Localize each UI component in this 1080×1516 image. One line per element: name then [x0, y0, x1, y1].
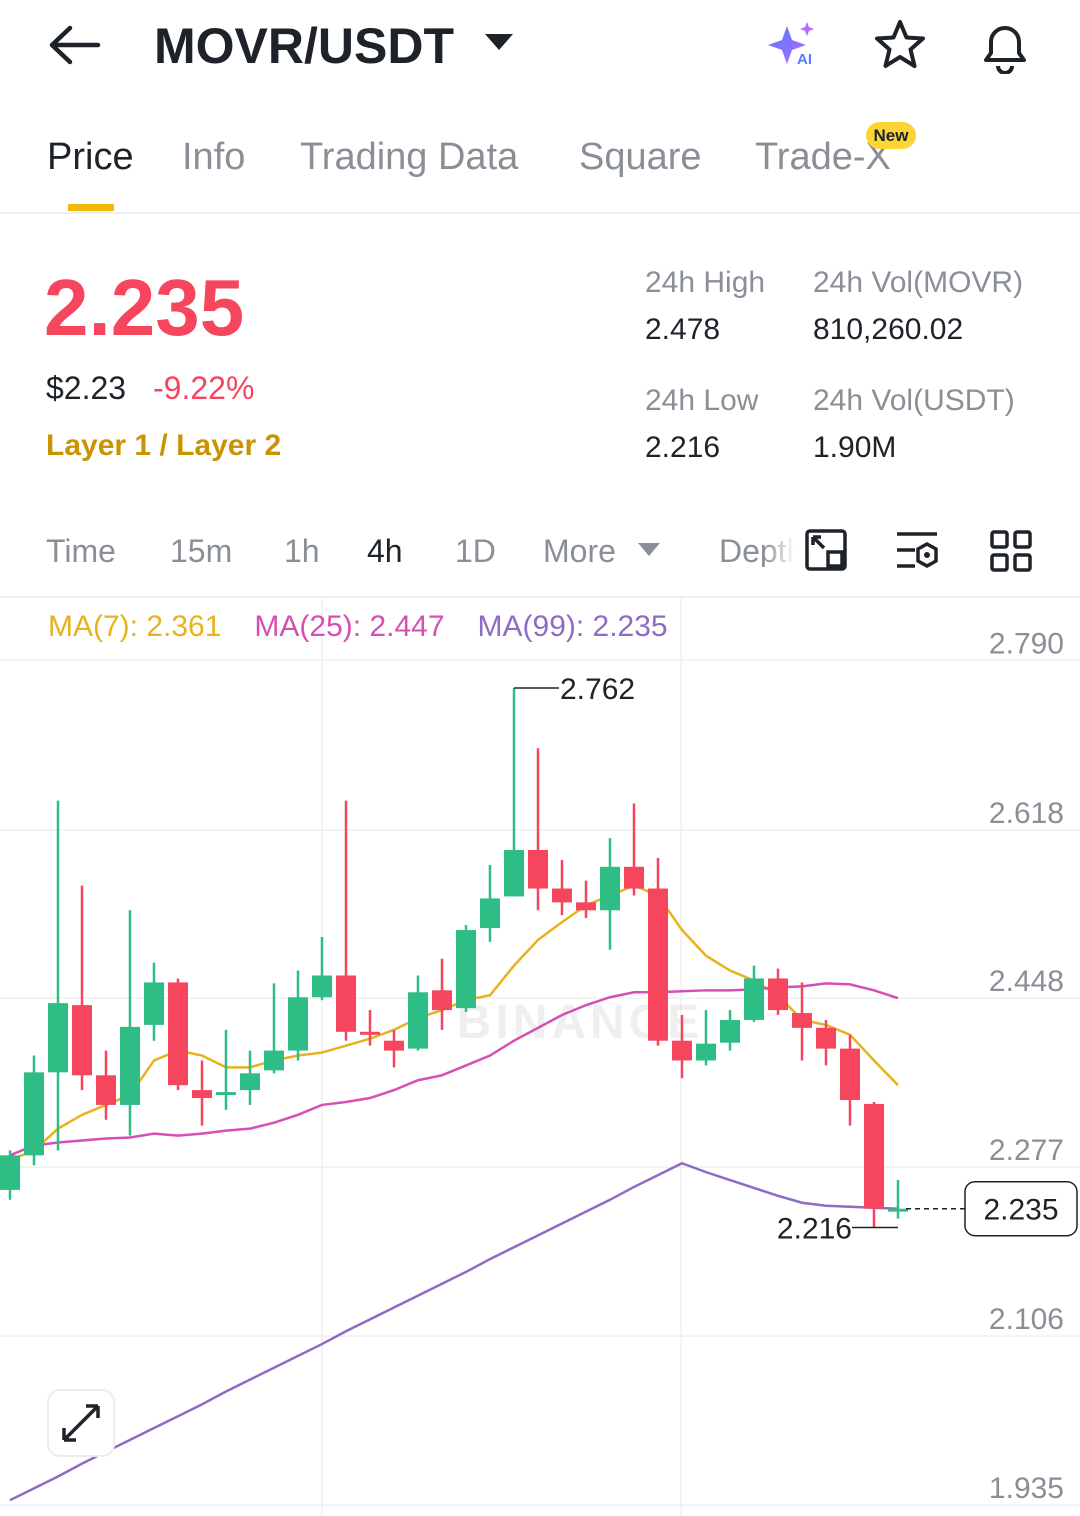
ma-line: [9, 982, 899, 1157]
stat-label: 24h Vol(MOVR): [813, 266, 1024, 299]
tab[interactable]: Square: [579, 136, 702, 178]
y-tick-label: 1.935: [989, 1472, 1064, 1505]
candle-body: [864, 1103, 884, 1209]
candle-body: [96, 1075, 116, 1105]
interval[interactable]: More: [543, 533, 616, 569]
y-tick-label: 2.618: [989, 797, 1064, 830]
candle-body: [768, 978, 788, 1011]
tab[interactable]: Trading Data: [300, 136, 519, 178]
candle-body: [696, 1043, 716, 1061]
candle-body: [648, 888, 668, 1041]
candle-body: [528, 849, 548, 889]
y-tick-label: 2.790: [989, 627, 1064, 660]
candlestick-chart: BINANCE 2.7902.6182.4482.2772.1061.935MA…: [0, 598, 1080, 1516]
legend-entry: MA(99): 2.235: [478, 610, 668, 643]
candle-body: [336, 975, 356, 1032]
price-change: -9.22%: [153, 370, 255, 406]
candle-body: [264, 1050, 284, 1071]
candle-body: [624, 866, 644, 889]
y-tick-label: 2.277: [989, 1134, 1064, 1167]
candle-body: [816, 1027, 836, 1049]
last-price: 2.235: [44, 263, 245, 352]
stat-label: 24h Low: [645, 384, 759, 417]
y-tick-label: 2.106: [989, 1303, 1064, 1336]
candle-body: [240, 1073, 260, 1091]
interval[interactable]: Depth: [719, 535, 795, 567]
low-label: 2.216: [777, 1212, 852, 1245]
divider: [0, 596, 1080, 598]
candle-body: [72, 1005, 92, 1076]
candle-body: [216, 1092, 236, 1096]
pair-title[interactable]: MOVR/USDT: [154, 18, 454, 74]
tab[interactable]: Info: [182, 136, 246, 178]
ai-icon[interactable]: AI: [765, 20, 825, 70]
usd-price: $2.23: [46, 370, 127, 406]
stat-value: 810,260.02: [813, 313, 964, 346]
candle-body: [792, 1013, 812, 1028]
candle-body: [552, 888, 572, 903]
legend-entry: MA(25): 2.447: [254, 610, 444, 643]
candle-body: [672, 1040, 692, 1061]
interval[interactable]: 1D: [455, 533, 496, 569]
price-tag: 2.235: [983, 1194, 1058, 1227]
price-tag-box: [964, 1180, 1078, 1237]
candle-body: [0, 1155, 20, 1190]
legend-entry: MA(7): 2.361: [48, 610, 221, 643]
category-tag[interactable]: Layer 1 / Layer 2: [46, 429, 282, 462]
interval[interactable]: Time: [46, 533, 116, 569]
y-tick-label: 2.448: [989, 965, 1064, 998]
candle-body: [384, 1040, 404, 1051]
candle-body: [720, 1019, 740, 1043]
interval[interactable]: 4h: [367, 533, 403, 569]
candle-body: [504, 849, 524, 897]
candle-body: [312, 975, 332, 998]
active-tab-indicator: [67, 204, 114, 211]
candle-body: [192, 1090, 212, 1099]
tab[interactable]: Trade-X: [755, 136, 891, 178]
candle-body: [408, 992, 428, 1049]
candle-body: [888, 1208, 908, 1212]
expand-button[interactable]: [47, 1389, 115, 1457]
stat-value: 1.90M: [813, 431, 897, 464]
stat-value: 2.478: [645, 313, 721, 346]
candle-body: [360, 1031, 380, 1035]
svg-text:AI: AI: [797, 51, 812, 68]
new-badge: New: [866, 122, 916, 149]
candle-body: [288, 997, 308, 1051]
more-caret[interactable]: [638, 543, 660, 557]
divider: [0, 212, 1080, 214]
candle-body: [840, 1048, 860, 1100]
indicator-settings-icon[interactable]: [895, 530, 941, 572]
candle-body: [24, 1072, 44, 1156]
pair-caret[interactable]: [485, 34, 513, 52]
tab[interactable]: Price: [47, 136, 134, 178]
interval[interactable]: 1h: [284, 533, 320, 569]
stat-label: 24h Vol(USDT): [813, 384, 1015, 417]
candle-body: [432, 990, 452, 1011]
candle-body: [744, 978, 764, 1020]
candle-body: [48, 1003, 68, 1073]
candle-body: [168, 982, 188, 1086]
stat-label: 24h High: [645, 266, 766, 299]
stat-value: 2.216: [645, 431, 721, 464]
high-label: 2.762: [560, 673, 635, 706]
candle-body: [600, 866, 620, 911]
candle-body: [120, 1026, 140, 1105]
ma-line: [9, 884, 899, 1162]
layout-icon[interactable]: [989, 529, 1033, 573]
candle-body: [456, 930, 476, 1009]
alert-bell[interactable]: [976, 16, 1034, 74]
interval[interactable]: 15m: [170, 533, 233, 569]
fullscreen-icon[interactable]: [804, 528, 848, 572]
ma-line: [9, 1161, 899, 1502]
favorite-star[interactable]: [872, 18, 928, 72]
candle-body: [576, 902, 596, 911]
candle-body: [480, 898, 500, 929]
back-button[interactable]: [48, 24, 102, 66]
candle-body: [144, 982, 164, 1025]
